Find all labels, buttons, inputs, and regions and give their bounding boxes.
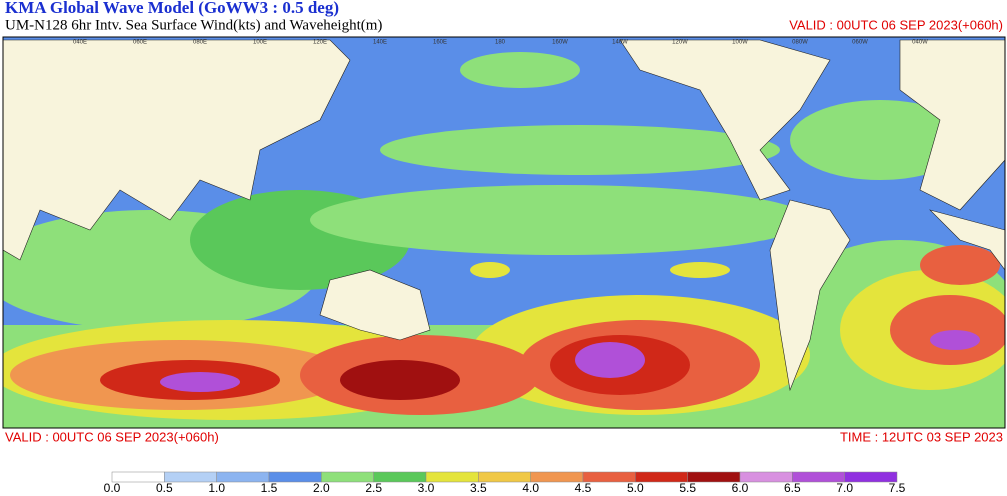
lon-label: 080W — [792, 40, 808, 46]
lon-label: 140W — [612, 40, 628, 46]
colorbar-label: 6.5 — [784, 481, 801, 495]
lon-label: 100E — [253, 40, 267, 46]
lon-label: 040E — [73, 40, 87, 46]
colorbar-box — [844, 471, 898, 483]
colorbar-label: 1.5 — [261, 481, 278, 495]
colorbar-label: 7.5 — [889, 481, 906, 495]
colorbar-label: 3.5 — [470, 481, 487, 495]
colorbar-label: 1.0 — [208, 481, 225, 495]
map: 040E 060E 080E 100E 120E 140E 160E 180 160W 140W 1… — [2, 36, 1006, 429]
colorbar-label: 5.5 — [679, 481, 696, 495]
colorbar-label: 6.0 — [732, 481, 749, 495]
colorbar-label: 0.5 — [156, 481, 173, 495]
lon-label: 040W — [912, 40, 928, 46]
colorbar-label: 3.0 — [418, 481, 435, 495]
title: KMA Global Wave Model (GoWW3 : 0.5 deg) — [5, 0, 339, 17]
lon-label: 060E — [133, 40, 147, 46]
lon-label: 100W — [732, 40, 748, 46]
colorbar-label: 2.5 — [365, 481, 382, 495]
colorbar-label: 0.0 — [104, 481, 121, 495]
colorbar-label: 2.0 — [313, 481, 330, 495]
colorbar: 0.0 0.5 1.0 1.5 2.0 2.5 3.0 3.5 4.0 4.5 5.0 5.5 6.0 6… — [104, 471, 906, 495]
lon-label: 140E — [373, 40, 387, 46]
valid-time: VALID : 00UTC 06 SEP 2023(+060h) — [789, 17, 1003, 32]
lon-label: 160W — [552, 40, 568, 46]
lon-label: 120E — [313, 40, 327, 46]
lon-label: 060W — [852, 40, 868, 46]
subtitle: UM-N128 6hr Intv. Sea Surface Wind(kts) … — [5, 17, 382, 33]
colorbar-label: 5.0 — [627, 481, 644, 495]
lon-label: 120W — [672, 40, 688, 46]
lon-label: 180 — [495, 40, 506, 46]
footer-valid: VALID : 00UTC 06 SEP 2023(+060h) — [5, 429, 219, 444]
footer-time: TIME : 12UTC 03 SEP 2023 — [840, 429, 1003, 444]
lon-label: 080E — [193, 40, 207, 46]
colorbar-label: 4.0 — [522, 481, 539, 495]
colorbar-label: 4.5 — [575, 481, 592, 495]
lon-label: 160E — [433, 40, 447, 46]
colorbar-label: 7.0 — [836, 481, 853, 495]
